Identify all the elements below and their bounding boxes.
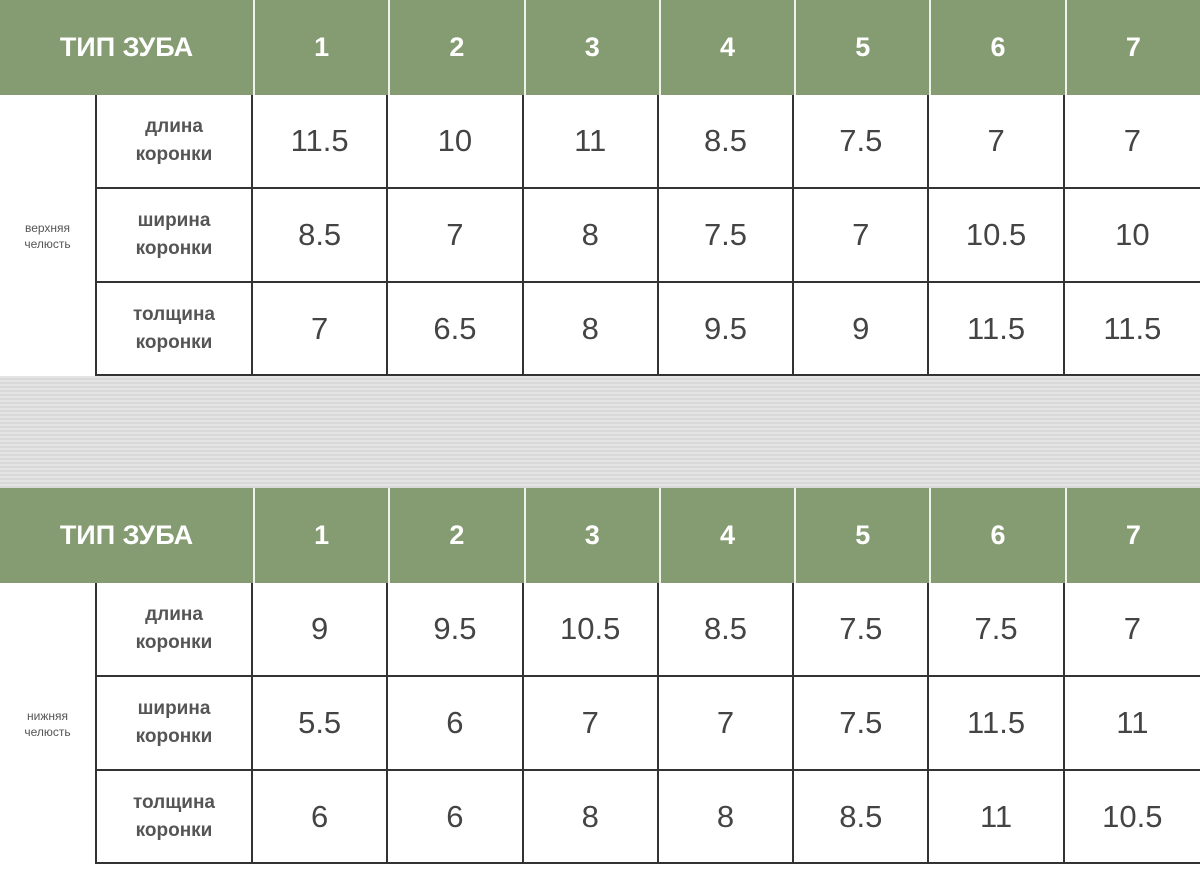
value-cell: 9 xyxy=(253,583,389,677)
value-cell: 6.5 xyxy=(388,283,524,376)
value-cell: 7 xyxy=(523,677,659,771)
value-cell: 10.5 xyxy=(1064,771,1200,864)
value-cell: 11.5 xyxy=(929,677,1065,771)
value-cell: 10 xyxy=(388,95,524,189)
column-header: 5 xyxy=(794,488,930,583)
column-header: 4 xyxy=(658,488,795,583)
column-header: 6 xyxy=(929,0,1065,95)
value-cell: 8 xyxy=(523,189,659,283)
value-cell: 9.5 xyxy=(658,283,795,376)
column-header: 1 xyxy=(253,488,389,583)
value-cell: 8.5 xyxy=(253,189,389,283)
row-label: ширина коронки xyxy=(97,189,253,283)
group-label: нижняя челюсть xyxy=(0,583,97,864)
value-cell: 6 xyxy=(388,771,524,864)
header-title: ТИП ЗУБА xyxy=(0,0,253,95)
column-header: 7 xyxy=(1064,488,1200,583)
value-cell: 6 xyxy=(388,677,524,771)
column-header: 3 xyxy=(523,488,659,583)
value-cell: 8 xyxy=(658,771,795,864)
value-cell: 8 xyxy=(523,283,659,376)
value-cell: 5.5 xyxy=(253,677,389,771)
row-label: толщина коронки xyxy=(97,283,253,376)
separator xyxy=(0,376,1200,488)
value-cell: 7 xyxy=(253,283,389,376)
row-label: толщина коронки xyxy=(97,771,253,864)
column-header: 6 xyxy=(929,488,1065,583)
row-label: длина коронки xyxy=(97,95,253,189)
value-cell: 7.5 xyxy=(658,189,795,283)
value-cell: 7 xyxy=(388,189,524,283)
value-cell: 8 xyxy=(523,771,659,864)
value-cell: 8.5 xyxy=(794,771,930,864)
column-header: 2 xyxy=(388,488,524,583)
column-header: 5 xyxy=(794,0,930,95)
value-cell: 8.5 xyxy=(658,95,795,189)
value-cell: 10.5 xyxy=(523,583,659,677)
column-header: 2 xyxy=(388,0,524,95)
value-cell: 7 xyxy=(794,189,930,283)
value-cell: 11 xyxy=(1064,677,1200,771)
value-cell: 7.5 xyxy=(794,677,930,771)
value-cell: 7 xyxy=(1064,583,1200,677)
value-cell: 8.5 xyxy=(658,583,795,677)
value-cell: 7 xyxy=(658,677,795,771)
value-cell: 6 xyxy=(253,771,389,864)
value-cell: 11 xyxy=(523,95,659,189)
value-cell: 7.5 xyxy=(794,583,930,677)
value-cell: 7.5 xyxy=(929,583,1065,677)
value-cell: 10 xyxy=(1064,189,1200,283)
column-header: 3 xyxy=(523,0,659,95)
value-cell: 11.5 xyxy=(929,283,1065,376)
value-cell: 7 xyxy=(929,95,1065,189)
value-cell: 11 xyxy=(929,771,1065,864)
value-cell: 9 xyxy=(794,283,930,376)
group-label: верхняя челюсть xyxy=(0,95,97,376)
value-cell: 9.5 xyxy=(388,583,524,677)
table: ТИП ЗУБА 1 2 3 4 5 6 7 верхняя челюсть длина коро… xyxy=(0,0,1200,376)
row-label: ширина коронки xyxy=(97,677,253,771)
column-header: 1 xyxy=(253,0,389,95)
column-header: 4 xyxy=(658,0,795,95)
header-title: ТИП ЗУБА xyxy=(0,488,253,583)
value-cell: 10.5 xyxy=(929,189,1065,283)
value-cell: 11.5 xyxy=(253,95,389,189)
column-header: 7 xyxy=(1064,0,1200,95)
value-cell: 7.5 xyxy=(794,95,930,189)
value-cell: 7 xyxy=(1064,95,1200,189)
row-label: длина коронки xyxy=(97,583,253,677)
table: ТИП ЗУБА 1 2 3 4 5 6 7 нижняя челюсть длина корон… xyxy=(0,488,1200,864)
value-cell: 11.5 xyxy=(1064,283,1200,376)
